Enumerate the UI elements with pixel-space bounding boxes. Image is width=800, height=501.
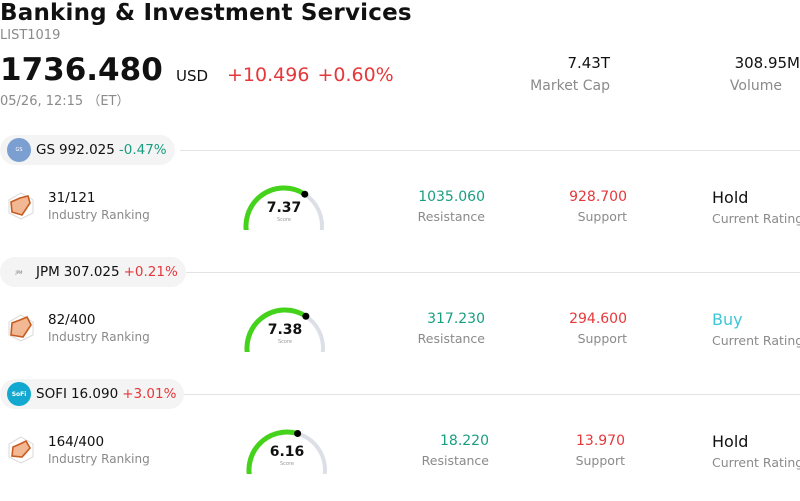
support-label: Support xyxy=(577,209,627,224)
index-code: LIST1019 xyxy=(0,28,61,43)
support-value: 928.700 xyxy=(569,189,627,205)
index-change-percent: +0.60% xyxy=(317,64,394,86)
stock-section-jpm: JPM JPM 307.025 +0.21% 82/400 Industry R… xyxy=(0,257,800,379)
volume-label: Volume xyxy=(729,78,782,94)
support-label: Support xyxy=(577,331,627,346)
score-gauge xyxy=(246,429,327,474)
index-price: 1736.480 xyxy=(0,52,163,88)
resistance-value: 1035.060 xyxy=(418,189,485,205)
gauge-fill xyxy=(243,185,308,230)
industry-ranking-label: Industry Ranking xyxy=(48,452,150,466)
current-rating-label: Current Rating xyxy=(712,333,800,348)
page-title: Banking & Investment Services xyxy=(0,0,412,26)
sofi-logo-icon: SoFi xyxy=(7,382,31,406)
current-rating-value: Buy xyxy=(712,310,743,329)
index-change-value: +10.496 xyxy=(227,64,310,86)
industry-ranking-label: Industry Ranking xyxy=(48,208,150,222)
ranking-radar-icon xyxy=(8,192,34,220)
gauge-fill xyxy=(244,307,309,352)
resistance-label: Resistance xyxy=(417,331,485,346)
jpmorgan-logo-icon: JPM xyxy=(7,260,31,284)
score-value: 7.37 xyxy=(266,200,302,216)
goldman-sachs-logo-icon: GS xyxy=(7,138,31,162)
volume-value: 308.95M xyxy=(734,54,800,72)
stock-price: 992.025 xyxy=(59,142,115,158)
industry-ranking-value: 31/121 xyxy=(48,190,96,206)
support-value: 13.970 xyxy=(576,433,625,449)
market-cap-label: Market Cap xyxy=(530,78,610,94)
stock-section-gs: GS GS 992.025 -0.47% 31/121 Industry Ran… xyxy=(0,135,800,257)
resistance-label: Resistance xyxy=(417,209,485,224)
stock-price: 16.090 xyxy=(70,386,119,402)
industry-ranking-label: Industry Ranking xyxy=(48,330,150,344)
stock-symbol: GS xyxy=(36,142,56,158)
ranking-radar-icon xyxy=(8,314,34,342)
industry-ranking-value: 82/400 xyxy=(48,312,96,328)
stock-change-percent: +3.01% xyxy=(122,386,177,402)
stock-price: 307.025 xyxy=(63,264,120,280)
score-gauge xyxy=(244,307,325,352)
market-cap-value: 7.43T xyxy=(567,54,610,72)
section-divider xyxy=(180,272,800,273)
current-rating-value: Hold xyxy=(712,432,749,451)
gauge-marker xyxy=(302,312,310,320)
gauge-marker xyxy=(301,190,309,198)
gauge-marker xyxy=(294,430,302,438)
industry-ranking-value: 164/400 xyxy=(48,434,105,450)
stock-symbol: JPM xyxy=(36,264,60,280)
stock-change-percent: -0.47% xyxy=(118,142,167,158)
gauge-fill xyxy=(246,429,301,474)
stock-change-percent: +0.21% xyxy=(123,264,178,280)
score-value: 6.16 xyxy=(269,444,305,460)
stock-section-sofi: SoFi SOFI 16.090 +3.01% 164/400 Industry… xyxy=(0,379,800,501)
resistance-value: 317.230 xyxy=(427,311,485,327)
support-value: 294.600 xyxy=(569,311,627,327)
currency-label: USD xyxy=(176,67,209,85)
current-rating-label: Current Rating xyxy=(712,455,800,470)
stock-ticker-pill[interactable]: JPM JPM 307.025 +0.21% xyxy=(0,257,186,287)
score-label: Score xyxy=(279,461,294,467)
current-rating-value: Hold xyxy=(712,188,749,207)
score-label: Score xyxy=(276,217,291,223)
score-gauge xyxy=(243,185,324,230)
score-value: 7.38 xyxy=(267,322,303,338)
index-change: +10.496 +0.60% xyxy=(227,64,394,86)
ranking-radar-icon xyxy=(8,436,34,464)
section-divider xyxy=(180,150,800,151)
stock-ticker-pill[interactable]: SoFi SOFI 16.090 +3.01% xyxy=(0,379,185,409)
resistance-value: 18.220 xyxy=(440,433,489,449)
section-divider xyxy=(180,394,800,395)
stock-ticker-pill[interactable]: GS GS 992.025 -0.47% xyxy=(0,135,175,165)
stock-symbol: SOFI xyxy=(36,386,67,402)
timestamp: 05/26, 12:15 （ET） xyxy=(0,94,130,109)
score-label: Score xyxy=(277,339,292,345)
support-label: Support xyxy=(575,453,625,468)
resistance-label: Resistance xyxy=(421,453,489,468)
current-rating-label: Current Rating xyxy=(712,211,800,226)
